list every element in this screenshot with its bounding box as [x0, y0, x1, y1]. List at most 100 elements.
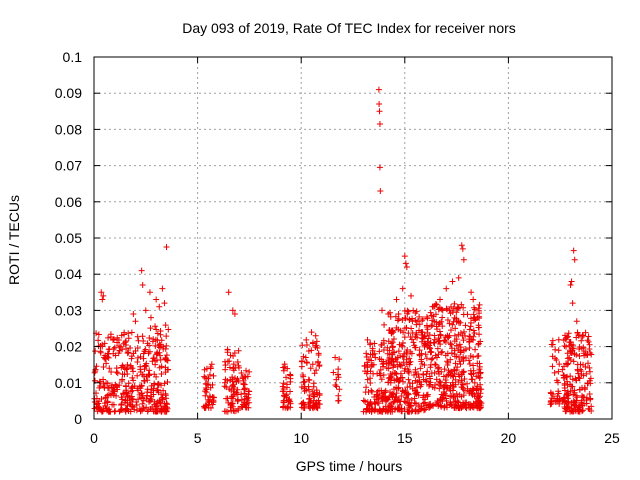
data-point — [208, 361, 215, 368]
data-point — [580, 361, 587, 368]
data-point — [436, 364, 443, 371]
data-point — [102, 402, 109, 409]
data-point — [456, 358, 463, 365]
data-point — [568, 407, 575, 414]
data-point — [283, 391, 290, 398]
data-point — [466, 338, 473, 345]
data-point — [563, 392, 570, 399]
data-point — [436, 305, 443, 312]
data-point — [229, 307, 236, 314]
x-tick-label: 10 — [293, 430, 309, 446]
data-point — [203, 389, 210, 396]
data-point — [371, 399, 378, 406]
data-point — [224, 408, 231, 415]
data-point — [335, 397, 342, 404]
data-point — [310, 403, 317, 410]
data-point — [476, 301, 483, 308]
data-point — [368, 357, 375, 364]
data-point — [298, 363, 305, 370]
data-point — [224, 349, 231, 356]
data-point — [164, 357, 171, 364]
data-point — [234, 358, 241, 365]
data-point — [158, 337, 165, 344]
data-point — [551, 369, 558, 376]
data-point — [435, 338, 442, 345]
data-point — [148, 386, 155, 393]
data-point — [122, 399, 129, 406]
data-point — [475, 324, 482, 331]
data-point — [371, 350, 378, 357]
data-point — [380, 406, 387, 413]
data-point — [405, 391, 412, 398]
data-point — [207, 384, 214, 391]
data-point — [376, 120, 383, 127]
data-point — [399, 343, 406, 350]
data-point — [476, 331, 483, 338]
data-point — [223, 384, 230, 391]
data-point — [283, 381, 290, 388]
data-point — [116, 408, 123, 415]
data-point — [374, 400, 381, 407]
data-point — [153, 405, 160, 412]
data-point — [130, 377, 137, 384]
data-point — [565, 360, 572, 367]
data-point — [381, 321, 388, 328]
data-point — [385, 311, 392, 318]
data-point — [454, 393, 461, 400]
data-point — [447, 327, 454, 334]
data-point — [140, 355, 147, 362]
data-point — [444, 332, 451, 339]
data-point — [112, 381, 119, 388]
data-point — [434, 397, 441, 404]
data-point — [235, 407, 242, 414]
data-point — [587, 396, 594, 403]
data-point — [563, 400, 570, 407]
data-point — [421, 399, 428, 406]
data-point — [101, 384, 108, 391]
data-point — [432, 361, 439, 368]
data-point — [150, 355, 157, 362]
data-point — [567, 381, 574, 388]
data-point — [161, 403, 168, 410]
data-point — [376, 348, 383, 355]
data-point — [372, 406, 379, 413]
data-point — [474, 314, 481, 321]
data-point — [387, 313, 394, 320]
data-point — [368, 363, 375, 370]
data-point — [300, 353, 307, 360]
data-point — [431, 369, 438, 376]
data-point — [439, 348, 446, 355]
data-point — [395, 348, 402, 355]
data-point — [151, 371, 158, 378]
data-point — [127, 364, 134, 371]
data-point — [453, 342, 460, 349]
data-point — [202, 374, 209, 381]
data-point — [413, 371, 420, 378]
data-point — [138, 382, 145, 389]
data-point — [201, 373, 208, 380]
data-point — [567, 357, 574, 364]
data-point — [472, 346, 479, 353]
data-point — [555, 347, 562, 354]
data-point — [309, 340, 316, 347]
y-tick-label: 0.01 — [55, 375, 82, 391]
data-point — [134, 333, 141, 340]
data-point — [444, 361, 451, 368]
data-point — [330, 369, 337, 376]
data-point — [129, 383, 136, 390]
data-point — [378, 387, 385, 394]
data-point — [228, 407, 235, 414]
data-point — [134, 344, 141, 351]
data-point — [584, 337, 591, 344]
data-point — [474, 395, 481, 402]
data-point — [141, 348, 148, 355]
data-point — [587, 375, 594, 382]
data-point — [119, 396, 126, 403]
data-point — [467, 387, 474, 394]
data-point — [370, 361, 377, 368]
data-point — [441, 403, 448, 410]
data-point — [307, 405, 314, 412]
data-point — [161, 300, 168, 307]
data-point — [567, 408, 574, 415]
data-point — [238, 391, 245, 398]
